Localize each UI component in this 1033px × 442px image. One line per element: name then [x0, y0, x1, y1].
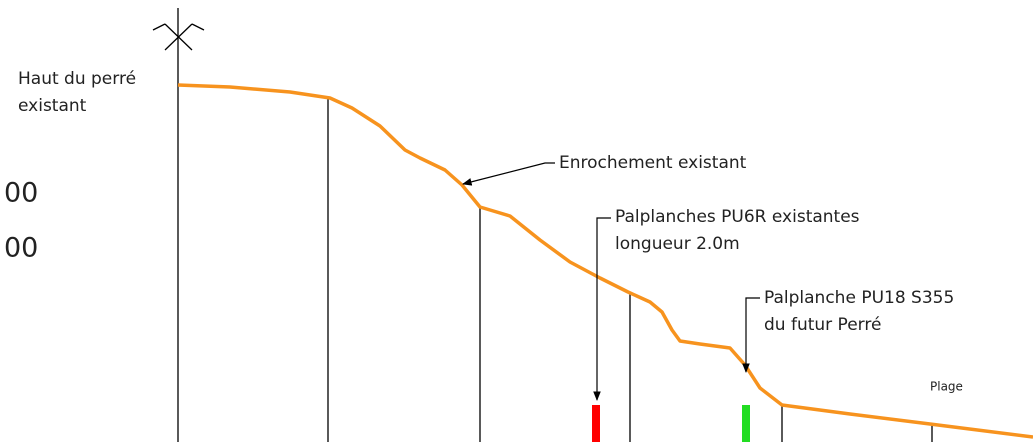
label: Plage	[930, 380, 963, 394]
label: Haut du perré	[18, 69, 136, 89]
ground-profile	[177, 83, 1033, 439]
label: Palplanches PU6R existantes	[615, 207, 860, 227]
label: Palplanche PU18 S355	[764, 288, 954, 308]
label: du futur Perré	[764, 315, 881, 335]
label: 00	[4, 233, 38, 264]
leaders	[462, 162, 760, 401]
existing-sheet-pile	[592, 405, 600, 442]
label: existant	[18, 96, 87, 116]
label: 00	[4, 178, 38, 209]
vertical-lines	[177, 8, 933, 442]
label: Enrochement existant	[559, 153, 747, 173]
label: longueur 2.0m	[615, 234, 740, 254]
future-sheet-pile	[742, 405, 750, 442]
